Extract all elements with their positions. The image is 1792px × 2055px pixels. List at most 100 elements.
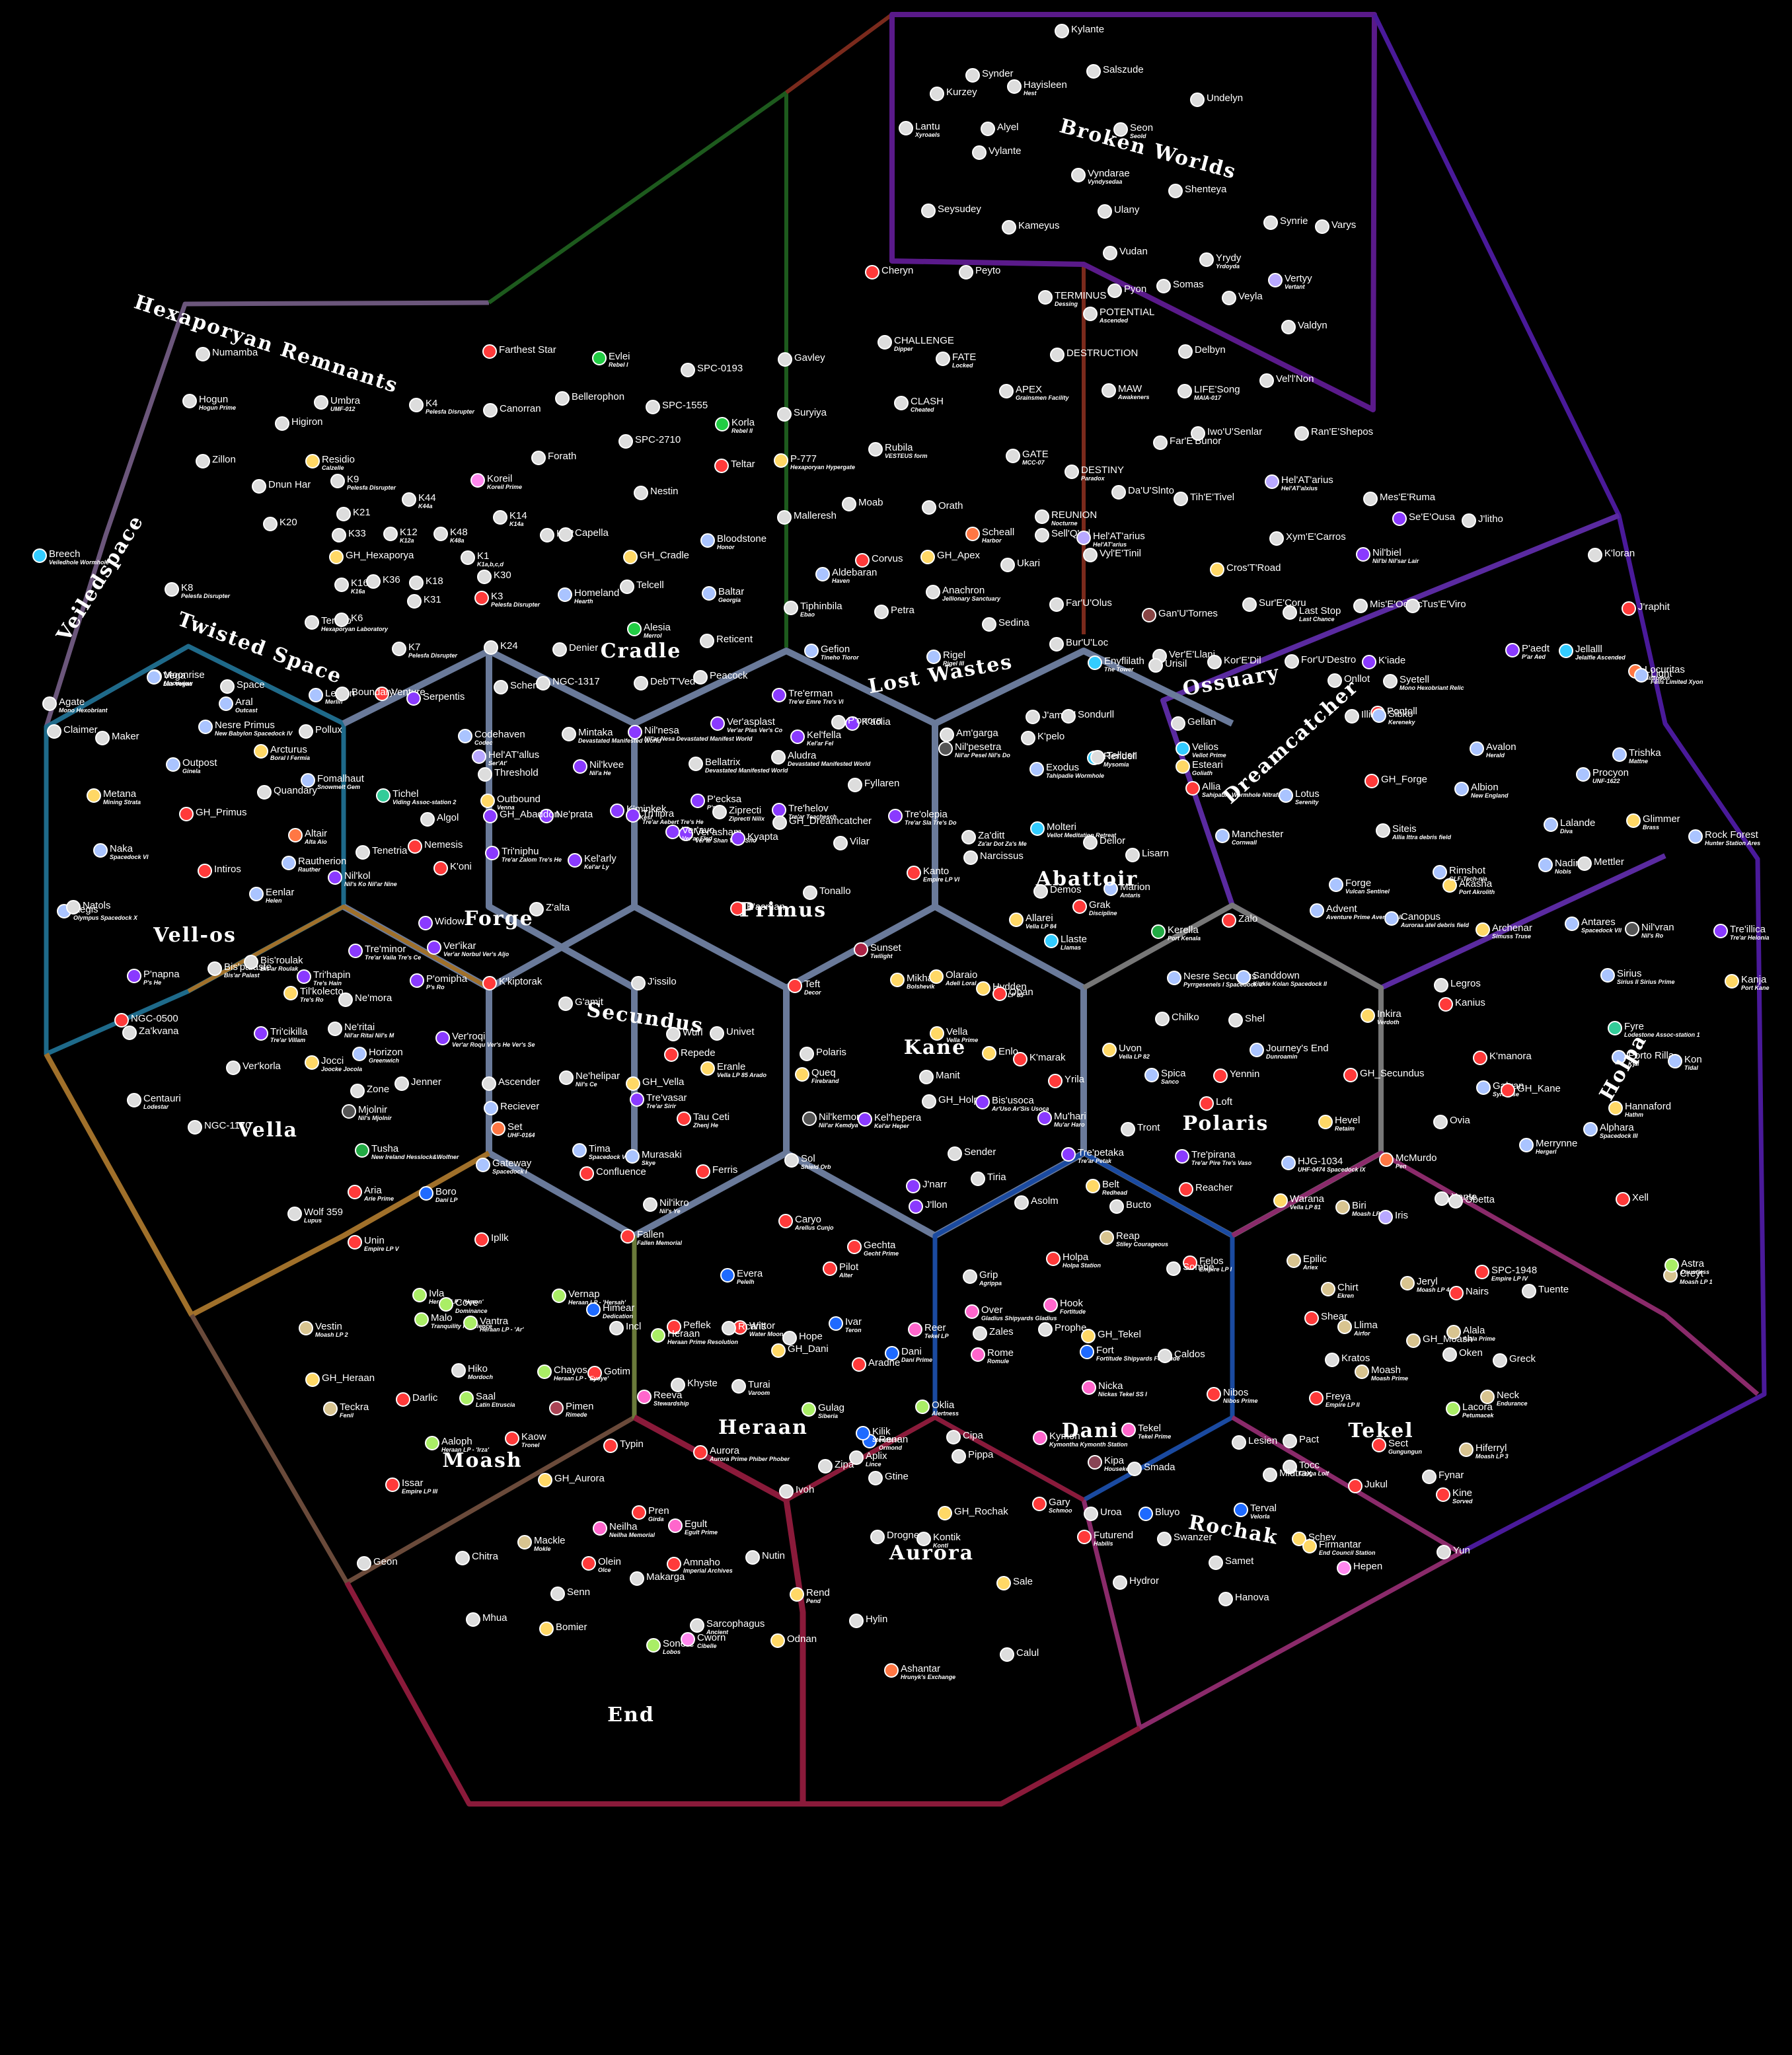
system-dot[interactable] (972, 145, 987, 160)
system-dot[interactable] (1107, 283, 1122, 298)
system-dot[interactable] (406, 691, 421, 706)
system-obetta[interactable]: Obetta (1448, 1194, 1495, 1209)
system-k31[interactable]: K31 (407, 594, 441, 609)
system-dot[interactable] (47, 724, 61, 739)
system-dot[interactable] (1098, 204, 1112, 219)
system-dot[interactable] (1191, 426, 1205, 441)
system-dot[interactable] (1148, 658, 1163, 673)
system-dot[interactable] (275, 416, 289, 431)
system-dot[interactable] (1538, 858, 1553, 872)
system-dot[interactable] (1600, 968, 1615, 983)
system-dot[interactable] (965, 1304, 979, 1319)
system-dot[interactable] (483, 809, 498, 823)
system-dot[interactable] (1044, 934, 1059, 948)
system-ivoh[interactable]: Ivoh (779, 1484, 814, 1499)
system-dot[interactable] (630, 1092, 644, 1107)
system-enlo[interactable]: Enlo (982, 1046, 1018, 1061)
system-dot[interactable] (1033, 1431, 1047, 1445)
system-dot[interactable] (1157, 1532, 1172, 1546)
system-dot[interactable] (1103, 246, 1117, 260)
system-dot[interactable] (257, 785, 272, 800)
system-dot[interactable] (482, 1076, 496, 1091)
system-ovia[interactable]: Ovia (1433, 1115, 1471, 1129)
system-corvus[interactable]: Corvus (855, 553, 903, 568)
system-dot[interactable] (466, 1612, 480, 1627)
system-dot[interactable] (693, 1445, 708, 1460)
system-spc-1555[interactable]: SPC-1555 (646, 400, 708, 414)
system-dot[interactable] (127, 1093, 141, 1107)
system-dot[interactable] (283, 986, 298, 1000)
system-dot[interactable] (537, 1364, 552, 1379)
system-dot[interactable] (849, 1450, 864, 1465)
system-dot[interactable] (778, 352, 792, 367)
system-dot[interactable] (1049, 637, 1064, 652)
system-dot[interactable] (122, 1026, 137, 1040)
system-chitra[interactable]: Chitra (455, 1551, 499, 1565)
system-dot[interactable] (790, 729, 805, 744)
system-gh-rochak[interactable]: GH_Rochak (938, 1506, 1008, 1520)
system-khyste[interactable]: Khyste (671, 1378, 718, 1392)
system-dot[interactable] (1285, 654, 1299, 669)
system-dot[interactable] (771, 750, 786, 765)
system-dot[interactable] (1100, 1230, 1114, 1245)
system-dot[interactable] (1493, 1353, 1507, 1368)
system-dot[interactable] (1422, 1470, 1437, 1484)
system-suryiya[interactable]: Suryiya (777, 407, 827, 422)
system-boundary[interactable]: Boundary (335, 687, 394, 701)
system-dot[interactable] (1559, 644, 1573, 658)
system-dot[interactable] (971, 1347, 985, 1362)
system-xell[interactable]: Xell (1616, 1192, 1649, 1207)
system-dot[interactable] (1242, 597, 1257, 612)
system-dot[interactable] (484, 640, 498, 655)
system-tus-e-viro[interactable]: Tus'E'Viro (1405, 599, 1466, 613)
system-dot[interactable] (562, 727, 576, 741)
system-dot[interactable] (1335, 1200, 1350, 1214)
system-k6[interactable]: K6 (334, 613, 363, 627)
system-dot[interactable] (1033, 884, 1048, 899)
system-dot[interactable] (586, 1302, 601, 1317)
system-dot[interactable] (815, 567, 830, 581)
system-dot[interactable] (1190, 93, 1205, 107)
system-dot[interactable] (1376, 823, 1390, 838)
system-gh-dani[interactable]: GH_Dani (771, 1343, 829, 1358)
system-dot[interactable] (681, 363, 695, 377)
system-dot[interactable] (1383, 674, 1398, 689)
system-dot[interactable] (1433, 865, 1447, 879)
system-dot[interactable] (427, 940, 441, 955)
system-dot[interactable] (982, 1046, 996, 1061)
system-dot[interactable] (795, 1067, 809, 1082)
system-dot[interactable] (1175, 1149, 1189, 1164)
system-schev[interactable]: Schev (1292, 1532, 1336, 1546)
system-natols[interactable]: Natols (66, 900, 111, 915)
system-dot[interactable] (665, 825, 680, 839)
system-tiria[interactable]: Tiria (971, 1172, 1006, 1186)
system-dot[interactable] (330, 474, 345, 488)
system-dot[interactable] (689, 757, 703, 771)
system-farthest-star[interactable]: Farthest Star (482, 344, 556, 359)
system-forath[interactable]: Forath (531, 451, 576, 465)
system-k24[interactable]: K24 (484, 640, 518, 655)
